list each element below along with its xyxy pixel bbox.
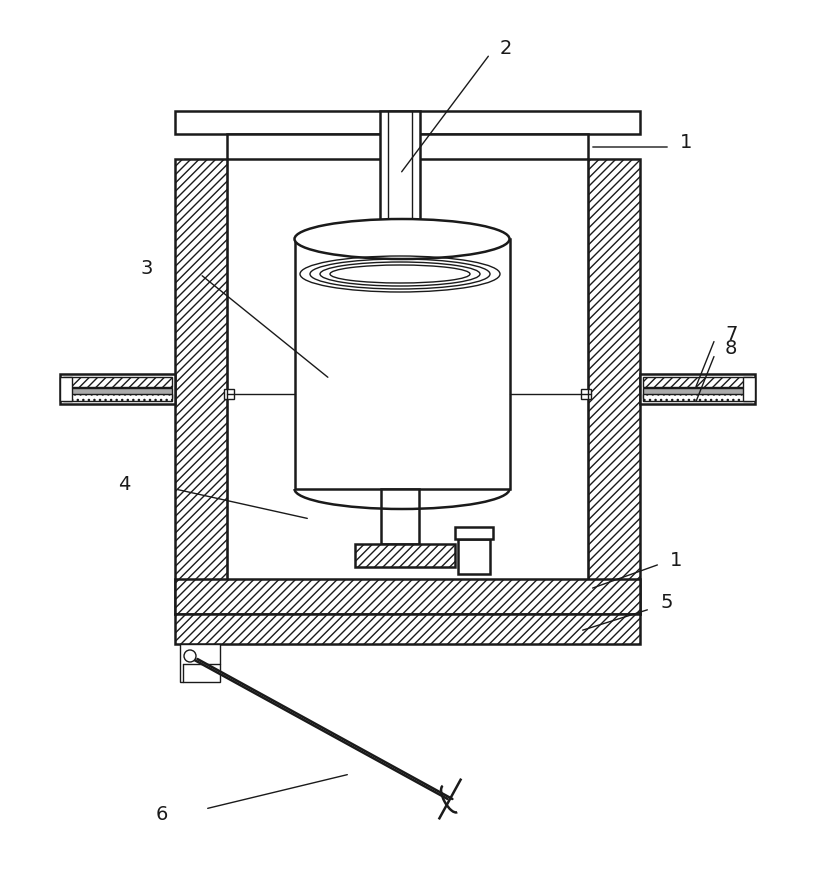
Text: 8: 8 xyxy=(725,338,737,357)
Bar xyxy=(643,388,752,399)
Text: 1: 1 xyxy=(680,133,692,152)
Bar xyxy=(643,377,752,388)
Bar xyxy=(640,375,755,405)
Bar xyxy=(643,395,752,401)
Bar xyxy=(581,389,591,400)
Bar xyxy=(63,377,172,388)
Text: 2: 2 xyxy=(500,38,512,57)
Bar xyxy=(63,395,172,401)
Text: 3: 3 xyxy=(141,258,153,277)
Bar xyxy=(175,580,640,614)
Bar xyxy=(180,644,220,682)
Bar xyxy=(355,544,455,567)
Circle shape xyxy=(184,650,196,662)
Bar xyxy=(224,389,234,400)
Bar xyxy=(227,135,588,160)
Bar xyxy=(175,614,640,644)
Bar xyxy=(295,240,510,489)
Text: 1: 1 xyxy=(670,550,682,569)
Text: 6: 6 xyxy=(155,805,168,824)
Bar xyxy=(63,388,172,399)
Bar xyxy=(455,527,493,540)
Text: 7: 7 xyxy=(725,324,737,343)
Bar xyxy=(60,375,175,405)
Text: 4: 4 xyxy=(118,475,130,494)
Ellipse shape xyxy=(294,220,510,260)
Bar xyxy=(588,160,640,614)
Bar xyxy=(381,489,419,544)
Polygon shape xyxy=(192,660,452,799)
Bar xyxy=(175,160,227,614)
Bar xyxy=(380,112,420,247)
Text: 5: 5 xyxy=(660,593,672,612)
Bar xyxy=(458,540,490,574)
Bar xyxy=(60,377,72,401)
Bar xyxy=(175,112,640,135)
Bar xyxy=(743,377,755,401)
